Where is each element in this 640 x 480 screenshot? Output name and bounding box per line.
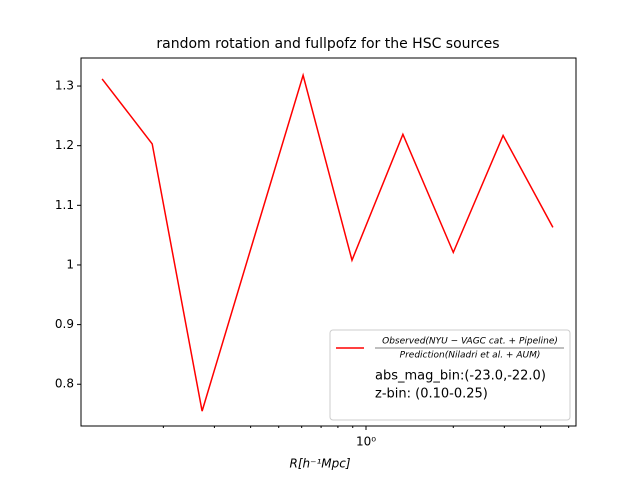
y-tick-label: 1: [66, 257, 74, 271]
legend-label-numerator: Observed(NYU − VAGC cat. + Pipeline): [382, 337, 558, 347]
annotation: z-bin: (0.10-0.25): [375, 387, 488, 402]
y-tick-label: 0.8: [55, 377, 74, 391]
x-axis-label: R[h⁻¹Mpc]: [289, 457, 350, 471]
y-tick-label: 1.2: [55, 138, 74, 152]
y-tick-label: 1.3: [55, 79, 74, 93]
axes-frame: [80, 57, 577, 427]
legend-box: [329, 329, 571, 421]
annotation: abs_mag_bin:(-23.0,-22.0): [375, 369, 546, 384]
y-tick-label: 0.9: [55, 317, 74, 331]
x-tick-label: 10⁰: [356, 435, 376, 449]
y-tick-label: 1.1: [55, 198, 74, 212]
chart-title: random rotation and fullpofz for the HSC…: [156, 36, 499, 52]
data-line: [101, 72, 554, 412]
legend-label-denominator: Prediction(Niladri et al. + AUM): [400, 351, 541, 361]
